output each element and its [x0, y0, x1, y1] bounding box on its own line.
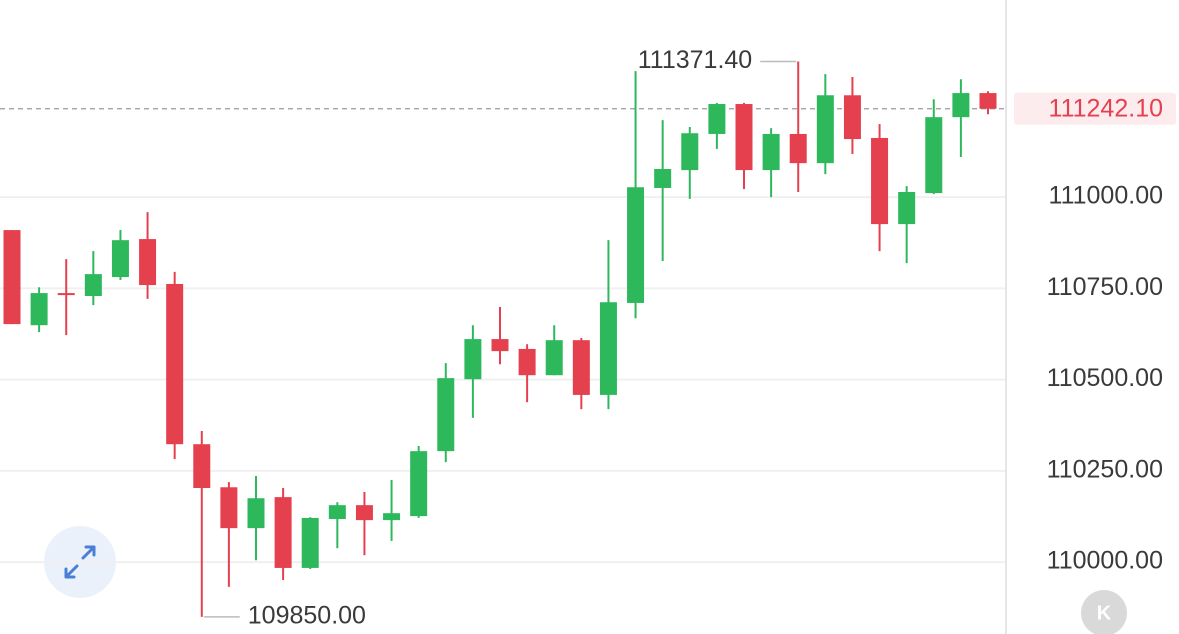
candle-body: [627, 187, 645, 303]
candle-body: [3, 230, 21, 325]
candle-body: [518, 348, 536, 376]
max-marker-label: 111371.40: [638, 46, 752, 74]
candle-body: [30, 293, 48, 326]
candle-body: [328, 505, 346, 520]
candle-body: [247, 498, 265, 529]
candle-body: [708, 104, 726, 134]
candle-body: [301, 517, 319, 568]
candle-body: [572, 340, 590, 395]
candle-body: [789, 133, 807, 164]
current-price-box: [1014, 92, 1176, 125]
y-tick-label: 111000.00: [1049, 182, 1163, 210]
candle-body: [111, 240, 129, 278]
candle-body: [464, 339, 482, 380]
candle-body: [735, 104, 753, 171]
badge-text: K: [1097, 602, 1112, 624]
candle-body: [545, 340, 563, 376]
candle-body: [220, 487, 238, 529]
candle-body: [437, 378, 455, 452]
candle-body: [84, 274, 102, 297]
candle-body: [599, 302, 617, 395]
candle-body: [898, 191, 916, 225]
candle-body: [274, 497, 292, 568]
candle-body: [355, 505, 373, 521]
candle-body: [139, 239, 157, 286]
candle-body: [816, 95, 834, 164]
candle-body: [166, 283, 184, 445]
candle-body: [871, 137, 889, 225]
candle-body: [491, 339, 509, 352]
current-price-label: 111242.10: [1049, 94, 1163, 122]
candle-body: [979, 93, 997, 109]
candle-body: [654, 168, 672, 188]
min-marker-label: 109850.00: [248, 601, 366, 629]
candle-body: [410, 451, 428, 517]
expand-icon: [64, 545, 96, 579]
candle-body: [681, 133, 699, 171]
candle-body: [762, 133, 780, 171]
badge-bg: [1081, 590, 1127, 634]
y-tick-label: 110750.00: [1047, 273, 1163, 301]
y-tick-label: 110000.00: [1047, 547, 1163, 575]
candle-body: [952, 93, 970, 118]
candle-body: [57, 293, 75, 296]
badge[interactable]: K: [1081, 590, 1127, 634]
y-tick-label: 110250.00: [1047, 455, 1163, 483]
candle-body: [925, 117, 943, 194]
y-tick-label: 110500.00: [1047, 364, 1163, 392]
candle-body: [383, 513, 401, 521]
candle-body: [843, 95, 861, 140]
candle-body: [193, 444, 211, 489]
